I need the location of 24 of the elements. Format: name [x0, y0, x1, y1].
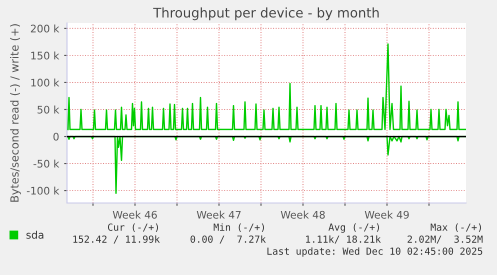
text: 152.42 / 11.99k — [73, 235, 160, 244]
legend-label: sda — [26, 230, 44, 239]
x-tick-label: Week 49 — [364, 210, 409, 219]
y-tick-label: 200 k — [30, 24, 60, 33]
y-tick-label: 100 k — [31, 78, 60, 87]
text: 1.11k/ 18.21k — [306, 235, 381, 244]
text: Last update: Wed Dec 10 02:45:00 2025 — [267, 247, 482, 257]
text: 0.00 / 7.27k — [190, 235, 266, 244]
text: Min (-/+) — [214, 223, 264, 232]
text: Max (-/+) — [430, 223, 481, 232]
y-axis-title: Bytes/second read (-) / write (+) — [10, 24, 21, 202]
text: Cur (-/+) — [108, 223, 158, 232]
x-tick-label: Week 46 — [112, 210, 157, 219]
y-tick-label: -100 k — [26, 186, 60, 195]
y-tick-label: 0 — [53, 132, 59, 141]
y-tick-label: 50 k — [38, 106, 60, 114]
text: Avg (-/+) — [328, 223, 379, 233]
x-tick-label: Week 48 — [280, 210, 325, 219]
y-tick-label: -50 k — [34, 160, 60, 168]
y-tick-label: 150 k — [31, 51, 60, 60]
x-tick-label: Week 47 — [196, 210, 241, 219]
line-series — [67, 43, 466, 130]
chart-title: Throughput per device - by month — [153, 7, 379, 20]
text: 2.02M/ 3.52M — [408, 235, 483, 244]
